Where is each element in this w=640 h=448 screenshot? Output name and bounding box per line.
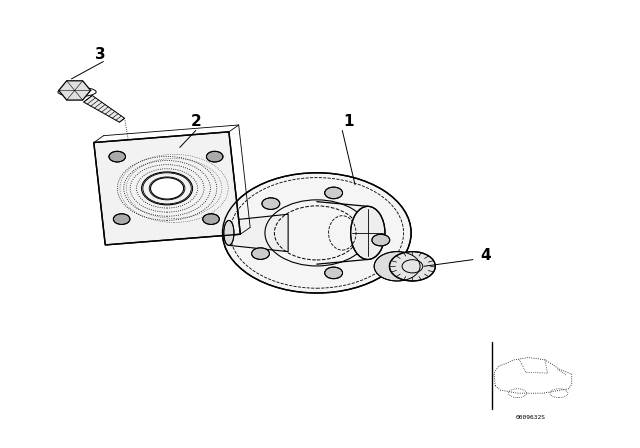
Ellipse shape (372, 234, 390, 246)
Text: 2: 2 (190, 114, 201, 129)
Ellipse shape (203, 214, 220, 224)
Text: 0009632S: 0009632S (515, 415, 545, 420)
Polygon shape (229, 214, 288, 252)
Ellipse shape (390, 252, 435, 281)
Ellipse shape (262, 198, 280, 209)
Ellipse shape (324, 267, 342, 279)
Ellipse shape (223, 173, 411, 293)
Ellipse shape (150, 178, 184, 199)
Polygon shape (84, 95, 125, 122)
Text: 4: 4 (481, 248, 491, 263)
Ellipse shape (252, 248, 269, 259)
Ellipse shape (351, 207, 385, 259)
Ellipse shape (113, 214, 130, 224)
Ellipse shape (374, 252, 420, 281)
Polygon shape (94, 132, 241, 245)
Ellipse shape (207, 151, 223, 162)
Text: 1: 1 (344, 114, 354, 129)
Ellipse shape (224, 220, 234, 246)
Polygon shape (59, 81, 91, 100)
Text: 3: 3 (95, 47, 106, 62)
Ellipse shape (324, 187, 342, 199)
Ellipse shape (109, 151, 125, 162)
